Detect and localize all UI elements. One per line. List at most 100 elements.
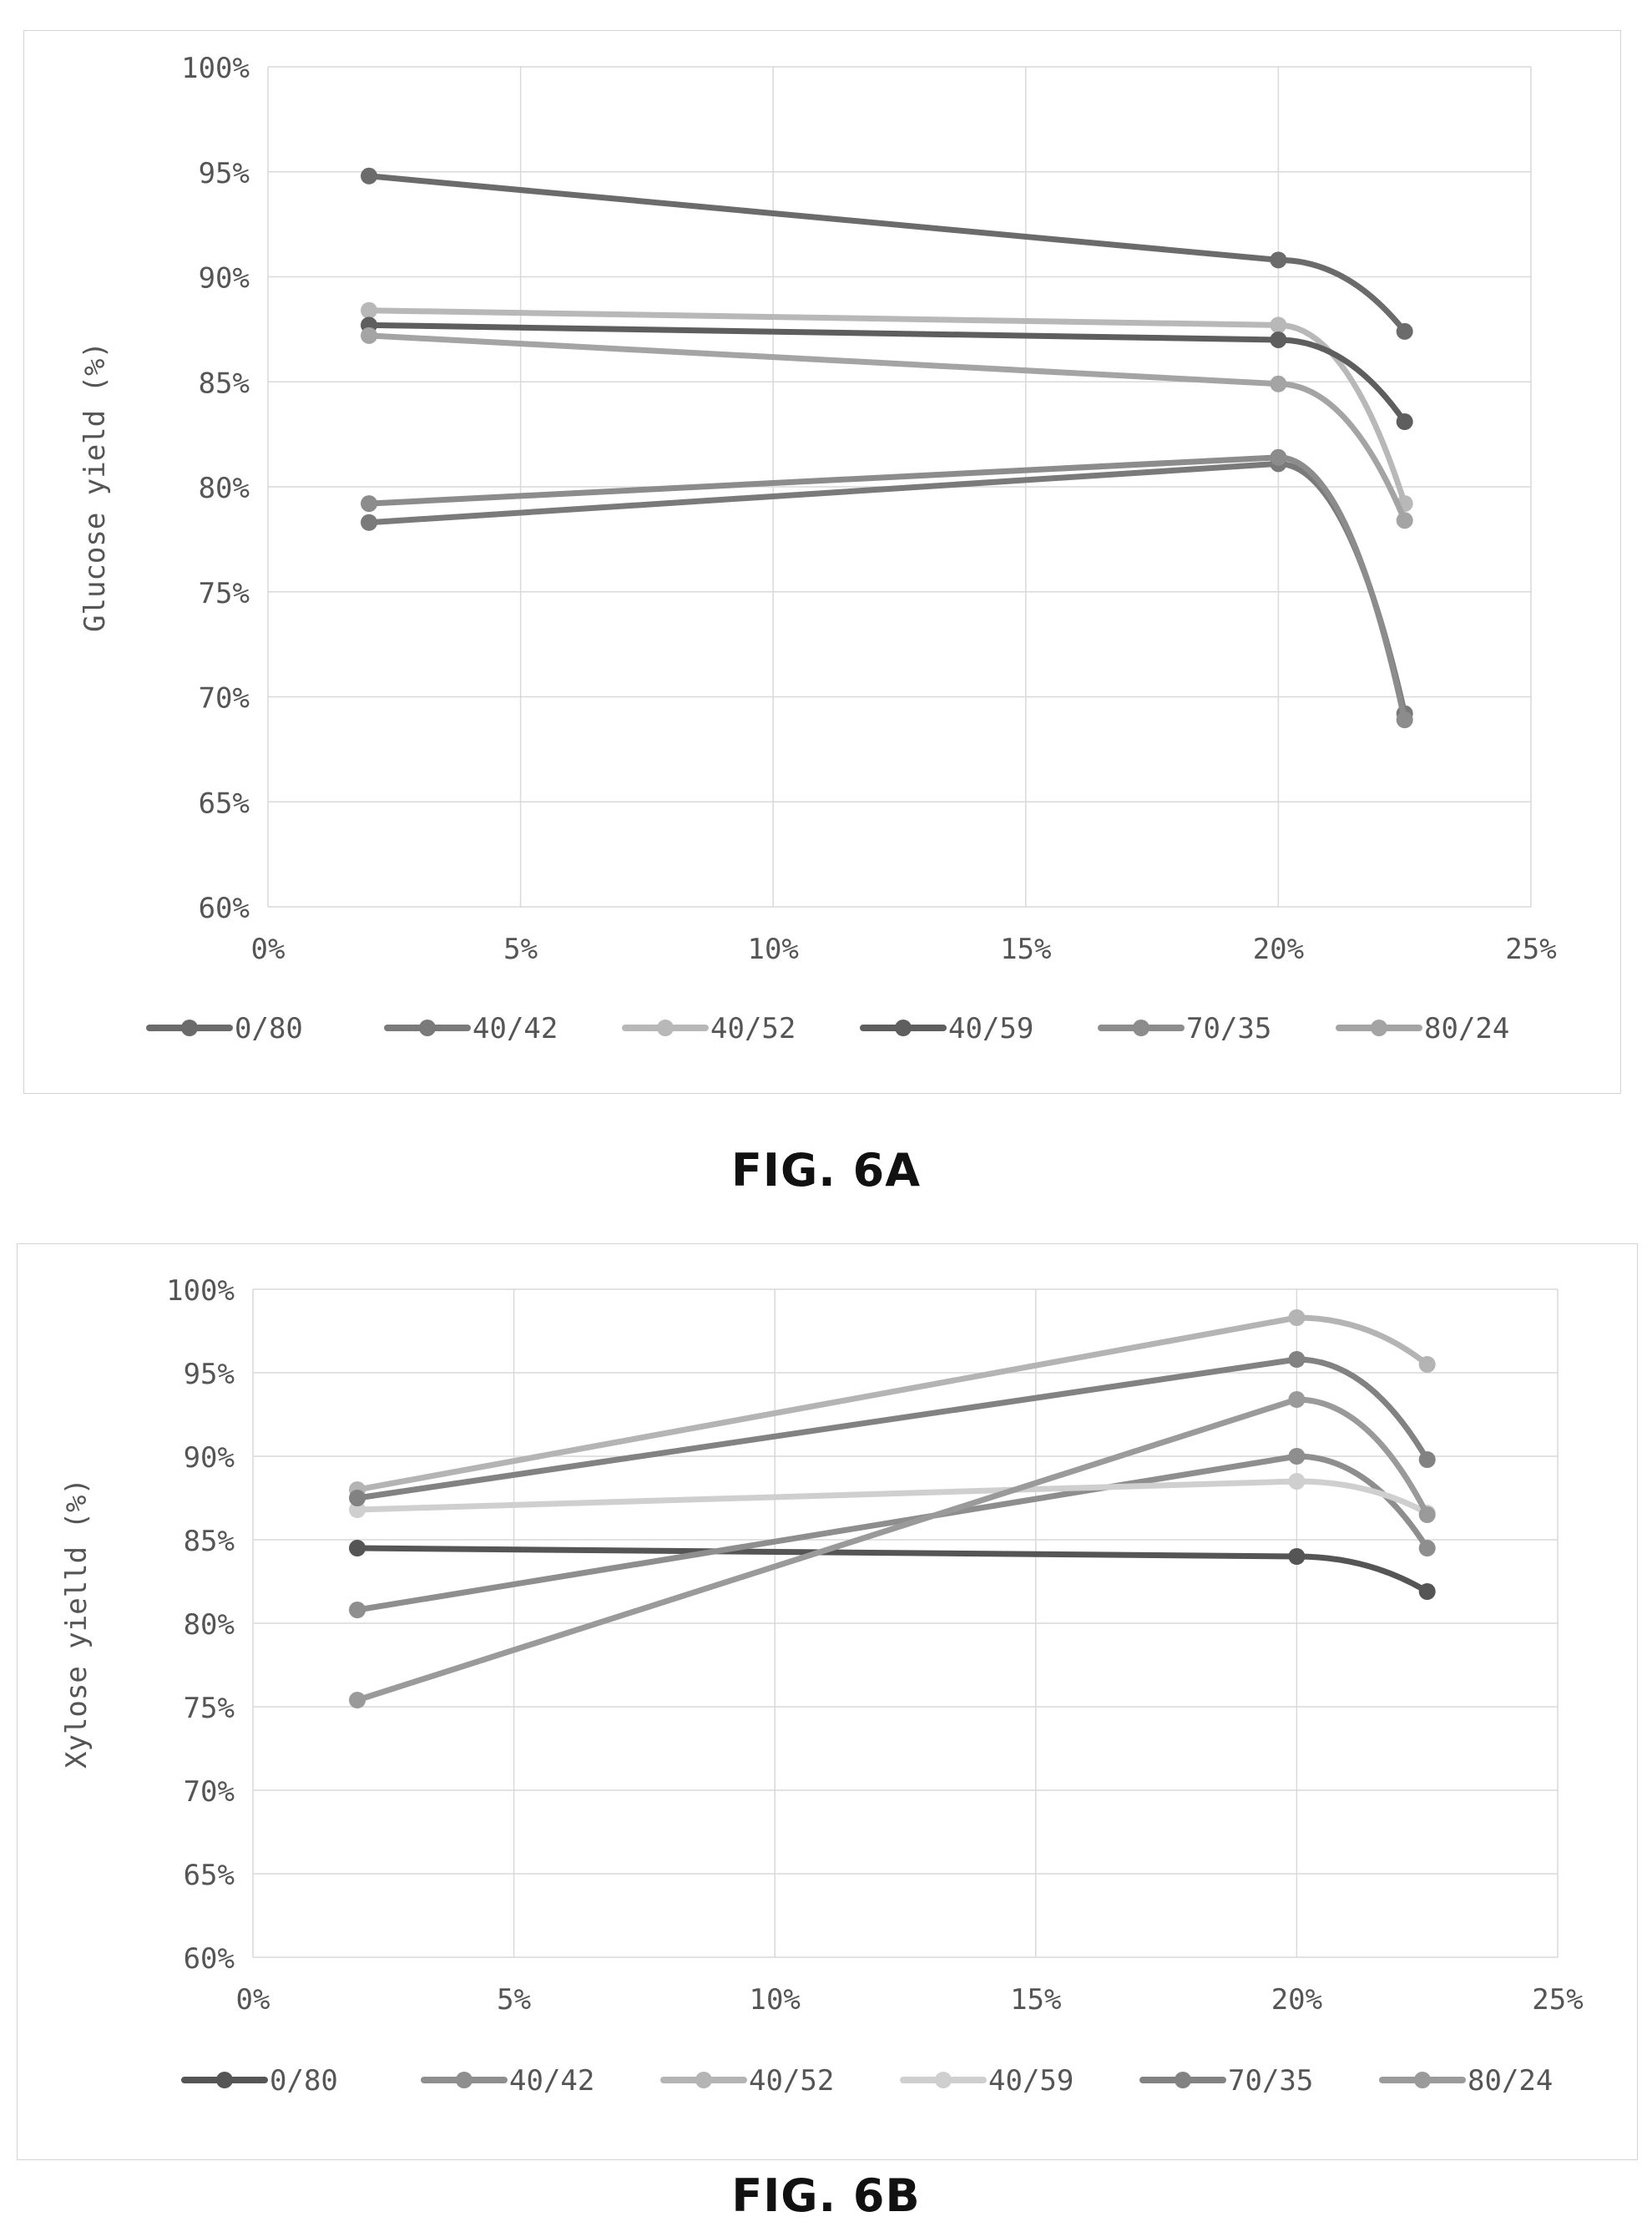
data-point-80-24 <box>1396 512 1413 529</box>
legend-label: 70/35 <box>1186 1012 1271 1045</box>
y-tick-label: 95% <box>184 1358 235 1391</box>
legend-marker <box>1414 2072 1431 2088</box>
y-tick-label: 70% <box>199 682 250 716</box>
legend-marker <box>1371 1020 1387 1036</box>
data-point-40-42 <box>1288 1448 1306 1465</box>
data-point-0-80 <box>361 167 378 185</box>
y-tick-label: 95% <box>199 157 250 190</box>
data-point-70-35 <box>349 1490 366 1506</box>
data-point-80-24 <box>1288 1391 1306 1408</box>
data-point-40-59 <box>1396 413 1413 431</box>
series-line-40-42 <box>354 1453 1431 1613</box>
legend-item: 0/80 <box>146 1012 303 1045</box>
legend-item: 40/59 <box>860 1012 1033 1045</box>
xylose-yield-chart: 100% 95% 90% 85% 80% 75% 70% 65% 60%0% 5% 10% 15% 20… <box>60 1274 1584 2098</box>
y-axis-title: Xylose yielld (%) <box>60 1478 93 1769</box>
series-line-40-59 <box>354 1478 1431 1516</box>
y-tick-label: 80% <box>199 472 250 505</box>
series-line-40-52 <box>366 307 1408 507</box>
data-point-80-24 <box>361 326 378 344</box>
xylose-chart-panel: 100% 95% 90% 85% 80% 75% 70% 65% 60% 0% 5% 10% 15% 20… <box>17 1243 1638 2160</box>
x-tick-label: 25% <box>1505 933 1556 966</box>
y-tick-label: 75% <box>199 577 250 610</box>
x-tick-label: 0% <box>251 933 285 966</box>
legend-item: 40/52 <box>622 1012 796 1045</box>
legend-marker <box>695 2072 712 2088</box>
legend-label: 40/42 <box>509 2064 594 2098</box>
series-line-40-42 <box>366 460 1408 717</box>
legend-label: 0/80 <box>235 1012 303 1045</box>
data-point-40-59 <box>349 1501 366 1518</box>
data-point-80-24 <box>349 1692 366 1708</box>
y-axis-title: Glucose yield (%) <box>78 342 112 632</box>
data-point-40-52 <box>1288 1309 1306 1326</box>
data-point-70-35 <box>1418 1451 1436 1468</box>
legend-marker <box>895 1020 912 1036</box>
legend-item: 40/42 <box>384 1012 558 1045</box>
legend-marker <box>216 2072 233 2088</box>
legend: 0/80 40/42 40/52 40/59 70/35 80/24 <box>146 1012 1509 1045</box>
legend-label: 40/52 <box>710 1012 796 1045</box>
series-lines <box>349 1309 1436 1708</box>
legend-label: 70/35 <box>1228 2064 1313 2098</box>
x-tick-label: 15% <box>1010 1983 1061 2017</box>
legend-item: 70/35 <box>1098 1012 1271 1045</box>
legend-item: 80/24 <box>1379 2064 1553 2098</box>
x-tick-label: 25% <box>1532 1983 1583 2017</box>
data-point-70-35 <box>1288 1351 1306 1368</box>
legend-label: 80/24 <box>1468 2064 1553 2098</box>
data-point-70-35 <box>361 495 378 513</box>
x-tick-label: 10% <box>749 1983 800 2017</box>
legend-marker <box>181 1020 198 1036</box>
legend-item: 40/59 <box>900 2064 1074 2098</box>
legend-item: 80/24 <box>1336 1012 1509 1045</box>
series-line-80-24 <box>366 332 1408 524</box>
data-point-0-80 <box>1396 322 1413 340</box>
data-point-0-80 <box>349 1540 366 1556</box>
data-point-40-59 <box>1288 1473 1306 1490</box>
legend-label: 40/59 <box>988 2064 1074 2098</box>
y-tick-label: 65% <box>184 1859 235 1892</box>
series-line-80-24 <box>354 1396 1431 1703</box>
series-line-40-59 <box>366 321 1408 425</box>
y-tick-label: 65% <box>199 787 250 820</box>
figure-caption-6b: FIG. 6B <box>731 2169 921 2222</box>
x-tick-label: 20% <box>1253 933 1304 966</box>
data-point-40-42 <box>349 1602 366 1618</box>
legend-label: 0/80 <box>270 2064 338 2098</box>
x-tick-label: 20% <box>1271 1983 1322 2017</box>
legend-marker <box>935 2072 952 2088</box>
legend-label: 40/42 <box>472 1012 558 1045</box>
legend-marker <box>1175 2072 1191 2088</box>
y-tick-label: 90% <box>199 262 250 296</box>
data-point-40-42 <box>361 514 378 531</box>
data-point-40-52 <box>1418 1356 1436 1373</box>
data-point-80-24 <box>1270 375 1287 392</box>
glucose-chart-panel: 100% 95% 90% 85% 80% 75% 70% 65% 60% 0% 5% 10% 15% 20… <box>23 30 1621 1094</box>
legend-label: 80/24 <box>1424 1012 1509 1045</box>
data-point-40-42 <box>1418 1540 1436 1556</box>
series-line-70-35 <box>354 1356 1431 1501</box>
y-tick-label: 90% <box>184 1441 235 1475</box>
y-tick-label: 100% <box>166 1274 235 1308</box>
series-line-70-35 <box>366 454 1408 723</box>
data-point-40-52 <box>1270 316 1287 334</box>
legend-label: 40/52 <box>749 2064 834 2098</box>
legend-marker <box>1133 1020 1149 1036</box>
x-tick-label: 15% <box>1000 933 1051 966</box>
glucose-yield-chart: 100% 95% 90% 85% 80% 75% 70% 65% 60%0% 5% 10% 15% 20… <box>78 52 1557 1045</box>
legend: 0/80 40/42 40/52 40/59 70/35 80/24 <box>181 2064 1553 2098</box>
y-tick-label: 75% <box>184 1692 235 1725</box>
x-tick-label: 5% <box>503 933 538 966</box>
legend-item: 70/35 <box>1139 2064 1313 2098</box>
series-line-0-80 <box>366 173 1408 335</box>
data-point-80-24 <box>1418 1506 1436 1523</box>
legend-item: 40/52 <box>660 2064 834 2098</box>
legend-marker <box>456 2072 472 2088</box>
data-point-0-80 <box>1288 1548 1306 1565</box>
series-lines <box>361 167 1413 729</box>
legend-item: 0/80 <box>181 2064 338 2098</box>
y-tick-label: 85% <box>199 367 250 400</box>
data-point-70-35 <box>1270 448 1287 466</box>
y-tick-label: 100% <box>181 52 250 85</box>
